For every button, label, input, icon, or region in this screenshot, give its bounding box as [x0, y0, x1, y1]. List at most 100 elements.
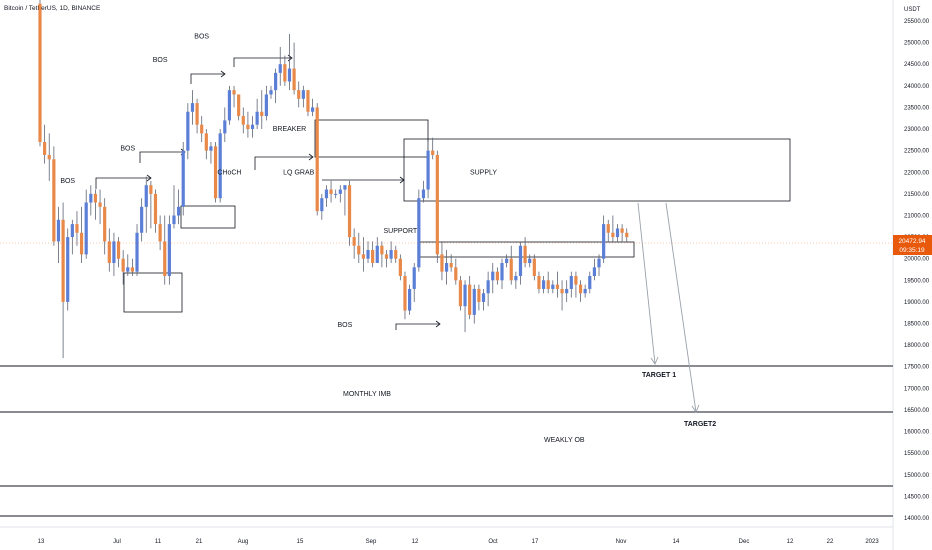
y-tick-label: 17500.00 [904, 365, 930, 371]
structure-lines [95, 57, 440, 330]
candle-body [153, 193, 158, 225]
candle-body [149, 185, 153, 194]
candle-body [463, 284, 467, 307]
annotation-label: BOS [338, 322, 353, 329]
y-tick-label: 14500.00 [904, 494, 930, 500]
candle-body [209, 146, 213, 151]
target-2-label: TARGET2 [684, 421, 716, 428]
candle-body [200, 124, 204, 134]
candle-body [144, 185, 148, 207]
candle-body [518, 245, 523, 276]
candle-body [384, 254, 389, 259]
candle-body [237, 94, 241, 117]
currency-label: USDT [904, 7, 921, 13]
candle-body [79, 232, 84, 255]
arrow-head [650, 356, 659, 365]
arrow-head [308, 153, 314, 161]
y-tick-label: 16500.00 [904, 408, 930, 414]
candle-body [324, 189, 329, 199]
candle-body [246, 124, 250, 130]
candle-body [555, 284, 560, 289]
candle-body [426, 150, 430, 190]
candle-body [565, 288, 569, 294]
y-tick-label: 20000.00 [904, 257, 930, 263]
candle-body [167, 224, 171, 276]
x-tick-label: Nov [616, 539, 627, 545]
candle-body [500, 263, 504, 281]
candle-body [135, 232, 139, 272]
y-tick-label: 18000.00 [904, 343, 930, 349]
candle-body [190, 103, 195, 112]
annotation-label: BOS [60, 178, 75, 185]
demand-box [123, 272, 183, 313]
arrow-head [220, 70, 226, 78]
y-tick-label: 16000.00 [904, 430, 930, 436]
candle-body [343, 185, 347, 190]
candle-body [440, 254, 444, 272]
candle-body [357, 245, 361, 255]
candle-body [458, 280, 463, 307]
candle-body [611, 232, 615, 238]
candle-body [546, 280, 550, 289]
candle-body [121, 258, 125, 272]
candle-body [431, 150, 435, 155]
arrow-head [691, 404, 700, 413]
zone-label-weekly: WEAKLY OB [544, 437, 585, 444]
candle-body [292, 68, 296, 91]
candle-body [606, 224, 610, 233]
labels: BOS BOS BOS BOS BREAKER CHoCH LQ GRAB SUPPLY SUP… [60, 33, 497, 329]
candle-body [301, 90, 305, 99]
candle-body [52, 159, 56, 242]
zone-label-monthly: MONTHLY IMB [343, 391, 391, 398]
candle-body [320, 198, 324, 212]
candle-body [569, 275, 573, 289]
annotation-label: SUPPORT [384, 228, 418, 235]
x-tick-label: 15 [297, 539, 304, 545]
candle-body [75, 224, 79, 233]
candle-body [597, 258, 601, 268]
arrow-head [146, 174, 152, 182]
candle-body [449, 263, 453, 268]
arrow-head [399, 176, 405, 184]
candle-body [269, 90, 273, 95]
x-tick-label: 13 [38, 539, 45, 545]
candle-body [283, 64, 287, 82]
bos-line [139, 151, 185, 163]
candle-body [417, 198, 421, 268]
candle-body [468, 284, 472, 315]
y-tick-label: 15000.00 [904, 473, 930, 479]
candle-body [213, 146, 218, 199]
y-tick-label: 18500.00 [904, 322, 930, 328]
choch-line [254, 156, 313, 170]
candle-body [61, 219, 65, 302]
candle-body [112, 241, 116, 264]
candle-body [505, 258, 509, 264]
candle-body [93, 193, 98, 203]
candle-body [514, 275, 518, 281]
y-tick-label: 23000.00 [904, 127, 930, 133]
y-tick-label: 15500.00 [904, 451, 930, 457]
candle-body [306, 90, 310, 112]
candle-body [181, 150, 185, 207]
x-tick-label: Jul [113, 539, 121, 545]
candle-body [218, 133, 222, 199]
candle-body [70, 224, 74, 238]
candle-body [408, 288, 412, 311]
candle-body [227, 90, 232, 121]
candle-body [588, 275, 592, 289]
candle-body [454, 267, 458, 281]
candle-body [98, 202, 102, 207]
y-tick-label: 19000.00 [904, 300, 930, 306]
bos-line [95, 177, 151, 189]
candle-body [338, 189, 342, 194]
candle-body [103, 206, 107, 242]
candle-body [375, 245, 379, 264]
price-tag-countdown: 09:35:19 [899, 247, 925, 254]
candle-body [250, 124, 255, 130]
candle-body [412, 267, 416, 289]
price-tag: 20472.94 09:35:19 [893, 235, 932, 255]
x-tick-label: 17 [532, 539, 539, 545]
candle-body [366, 250, 370, 259]
candle-body [172, 215, 176, 225]
